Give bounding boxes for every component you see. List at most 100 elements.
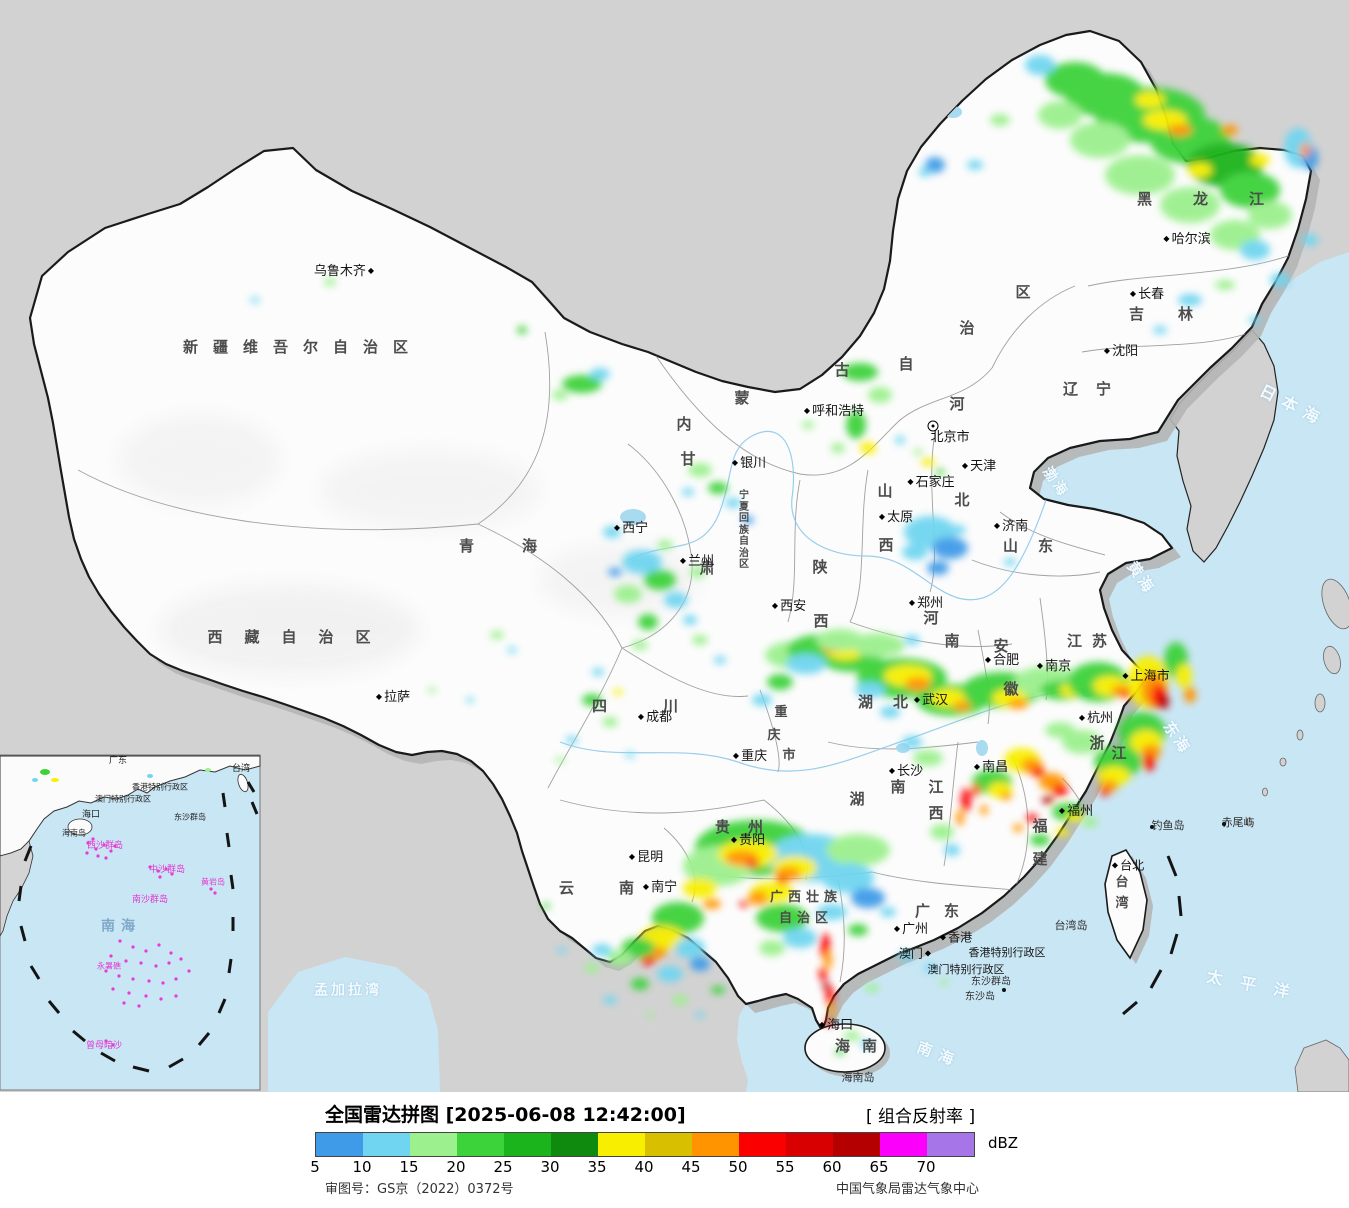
city-label-杭州: ◆ 杭州 (1078, 710, 1114, 726)
prov-label-湖: 湖 (849, 789, 865, 808)
legend-tick-70: 70 (916, 1158, 936, 1176)
prov-label-自治区: 自治区 (778, 910, 834, 926)
city-marker-icon: ◆ (1122, 670, 1129, 680)
maritime-boundary-dashes (1122, 855, 1183, 1016)
city-label-上海市: ◆ 上海市 (1122, 668, 1170, 684)
city-label-天津: ◆ 天津 (961, 458, 997, 474)
city-label-西安: ◆ 西安 (771, 598, 807, 614)
city-marker-icon: ◆ (367, 265, 375, 275)
city-label-太原: ◆ 太原 (878, 509, 914, 525)
legend-swatch-25 (504, 1133, 551, 1156)
isle-label-东沙岛: 东沙岛 (965, 991, 995, 1003)
city-label-南昌: ◆ 南昌 (973, 759, 1009, 775)
insetd-label-海口: 海口 (81, 810, 101, 821)
prov-label-南: 南 (944, 631, 960, 650)
prov-label-辽宁: 辽宁 (1062, 379, 1130, 398)
city-label-香港: ◆ 香港 (939, 930, 973, 945)
city-marker-icon: ◆ (878, 511, 886, 521)
map-approval-number: 审图号：GS京（2022）0372号 (325, 1182, 514, 1197)
city-marker-icon: ◆ (984, 654, 992, 664)
prov-label-湾: 湾 (1115, 895, 1129, 911)
legend-swatch-30 (551, 1133, 598, 1156)
city-label-济南: ◆ 济南 (993, 518, 1029, 534)
city-label-澳门: 澳门 ◆ (898, 946, 932, 961)
prov-label-山东: 山东 (1002, 536, 1074, 555)
city-marker-icon: ◆ (1129, 288, 1137, 298)
prov-label-台: 台 (1115, 874, 1129, 890)
prov-label-市: 市 (782, 747, 796, 763)
prov-label-庆: 庆 (767, 727, 781, 743)
city-label-重庆: ◆ 重庆 (732, 748, 768, 764)
city-marker-icon: ◆ (1103, 345, 1111, 355)
city-marker-icon: ◆ (637, 711, 645, 721)
city-label-沈阳: ◆ 沈阳 (1103, 343, 1139, 359)
city-marker-icon: ◆ (732, 750, 740, 760)
radar-echoes (250, 55, 1318, 1055)
prov-label-江: 江 (928, 777, 944, 796)
insetm-label-西沙群岛: 西沙群岛 (86, 841, 124, 852)
insetm-label-黄岩岛: 黄岩岛 (201, 877, 225, 887)
city-marker-icon: ◆ (924, 948, 932, 958)
radar-map[interactable] (0, 0, 1349, 1093)
prov-label-西藏自治区: 西藏自治区 (207, 627, 393, 646)
city-marker-icon: ◆ (1163, 233, 1170, 243)
sea-label-日本海: 日本海 (1256, 380, 1330, 431)
city-label-乌鲁木齐: 乌鲁木齐 ◆ (313, 263, 375, 279)
city-label-澳门特别行政区: 澳门特别行政区 (927, 962, 1005, 976)
city-label-昆明: ◆ 昆明 (628, 849, 664, 865)
legend-tick-5: 5 (310, 1158, 320, 1176)
prov-label-河: 河 (949, 394, 965, 413)
sea-label-孟加拉湾: 孟加拉湾 (314, 982, 382, 999)
insets-label-南海: 南海 (101, 918, 141, 935)
city-marker-icon: ◆ (818, 1019, 826, 1029)
insetm-label-永暑礁: 永暑礁 (97, 961, 121, 971)
insetm-label-南沙群岛: 南沙群岛 (131, 895, 169, 906)
insetd-label-广东: 广东 (108, 756, 128, 767)
city-marker-icon: ◆ (973, 761, 981, 771)
insetd-label-香港特别行政区: 香港特别行政区 (132, 782, 188, 792)
city-marker-icon: ◆ (771, 600, 779, 610)
prov-label-江苏: 江苏 (1066, 631, 1118, 650)
city-marker-icon: ◆ (1036, 660, 1044, 670)
prov-label-云南: 云南 (558, 878, 680, 897)
legend-swatch-35 (598, 1133, 645, 1156)
city-label-拉萨: ◆ 拉萨 (375, 689, 411, 705)
prov-label-甘: 甘 (680, 449, 696, 468)
legend-tick-10: 10 (352, 1158, 372, 1176)
city-marker-icon: ◆ (961, 460, 969, 470)
city-marker-icon: ◆ (730, 834, 738, 844)
legend-ticks: 5 10 15 20 25 30 35 40 45 50 55 60 65 70 (310, 1158, 973, 1176)
prov-label-区: 区 (1015, 282, 1031, 301)
city-marker-icon: ◆ (731, 457, 739, 467)
city-marker-icon: ◆ (628, 851, 636, 861)
prov-label-河: 河 (923, 608, 939, 627)
city-label-石家庄: ◆ 石家庄 (907, 474, 955, 490)
prov-label-吉林: 吉林 (1128, 304, 1228, 323)
inset-hainan (67, 818, 93, 836)
sea-label-黄海: 黄海 (1123, 557, 1159, 598)
legend-tick-55: 55 (775, 1158, 795, 1176)
prov-label-古: 古 (834, 360, 850, 379)
city-label-西宁: ◆ 西宁 (613, 520, 649, 536)
inset-taiwan (237, 773, 249, 793)
legend-colorbar (315, 1132, 975, 1157)
inset-island-groups (85, 837, 217, 1047)
city-label-福州: ◆ 福州 (1058, 803, 1094, 819)
legend-tick-45: 45 (681, 1158, 701, 1176)
city-marker-icon: ◆ (993, 520, 1001, 530)
prov-label-西: 西 (878, 535, 894, 554)
city-label-南宁: ◆ 南宁 (642, 879, 678, 895)
bay-of-bengal (268, 957, 440, 1092)
prov-label-江: 江 (1111, 743, 1127, 762)
prov-label-青海: 青海 (458, 536, 586, 555)
chiwei-island-dot (1222, 822, 1226, 826)
legend-tick-50: 50 (728, 1158, 748, 1176)
legend-tick-30: 30 (540, 1158, 560, 1176)
legend-swatch-55 (786, 1133, 833, 1156)
inset-vietnam (0, 840, 34, 937)
isle-label-台湾岛: 台湾岛 (1054, 918, 1088, 932)
prov-label-湖北: 湖北 (857, 692, 929, 711)
dongsha-island-dot (1002, 988, 1006, 992)
south-china-sea-inset[interactable] (0, 754, 261, 1091)
insetd-label-东沙群岛: 东沙群岛 (174, 812, 206, 822)
